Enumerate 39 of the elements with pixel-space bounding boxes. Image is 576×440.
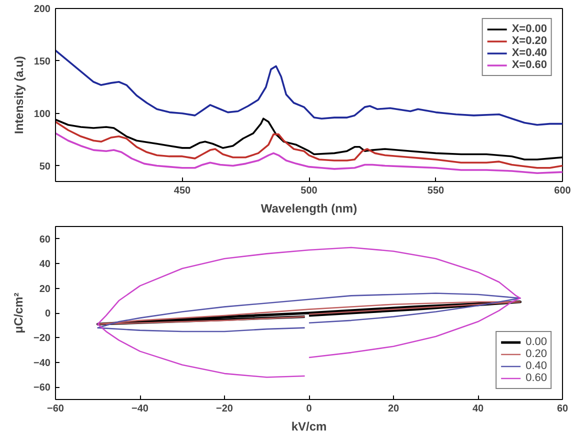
- x-tick-label: −60: [47, 404, 64, 414]
- y-tick-label: 50: [39, 161, 51, 172]
- y-tick-label: 100: [34, 108, 51, 120]
- y-tick-label: −20: [34, 333, 51, 344]
- x-tick-label: 40: [472, 404, 484, 414]
- y-tick-label: 40: [39, 259, 51, 270]
- x-tick-label: 600: [554, 186, 572, 196]
- y-tick-label: 150: [34, 56, 51, 68]
- legend-label: 0.40: [526, 360, 547, 372]
- x-tick-label: 550: [427, 186, 445, 196]
- y-tick-label: −60: [34, 382, 51, 394]
- x-tick-label: 60: [556, 404, 568, 414]
- y-tick-label: 20: [39, 284, 51, 295]
- x-axis-title: kV/cm: [291, 420, 327, 434]
- x-tick-label: −40: [132, 404, 149, 414]
- x-tick-label: 500: [300, 186, 318, 196]
- y-tick-label: −40: [34, 358, 51, 369]
- y-tick-label: 0: [44, 308, 51, 320]
- legend-label: 0.20: [526, 348, 547, 360]
- x-tick-label: −20: [216, 404, 234, 414]
- legend-label: 0.60: [526, 372, 547, 384]
- line-series: [56, 50, 562, 126]
- line-series: [56, 132, 562, 174]
- x-axis-title: Wavelength (nm): [260, 202, 358, 216]
- x-tick-label: 450: [174, 186, 192, 196]
- y-axis-title: μC/cm²: [12, 292, 26, 334]
- y-axis-title: Intensity (a.u): [12, 56, 26, 134]
- legend-label: X=0.20: [512, 35, 547, 47]
- x-tick-label: 0: [306, 404, 312, 414]
- y-tick-label: 200: [34, 4, 51, 15]
- line-series: [97, 246, 521, 378]
- x-tick-label: 20: [388, 404, 400, 414]
- line-series: [56, 120, 562, 169]
- line-series: [97, 292, 521, 332]
- legend-label: X=0.60: [512, 59, 547, 71]
- legend-label: 0.00: [526, 336, 547, 348]
- y-tick-label: 60: [39, 234, 51, 246]
- legend-label: X=0.40: [512, 47, 547, 59]
- legend-label: X=0.00: [512, 23, 547, 35]
